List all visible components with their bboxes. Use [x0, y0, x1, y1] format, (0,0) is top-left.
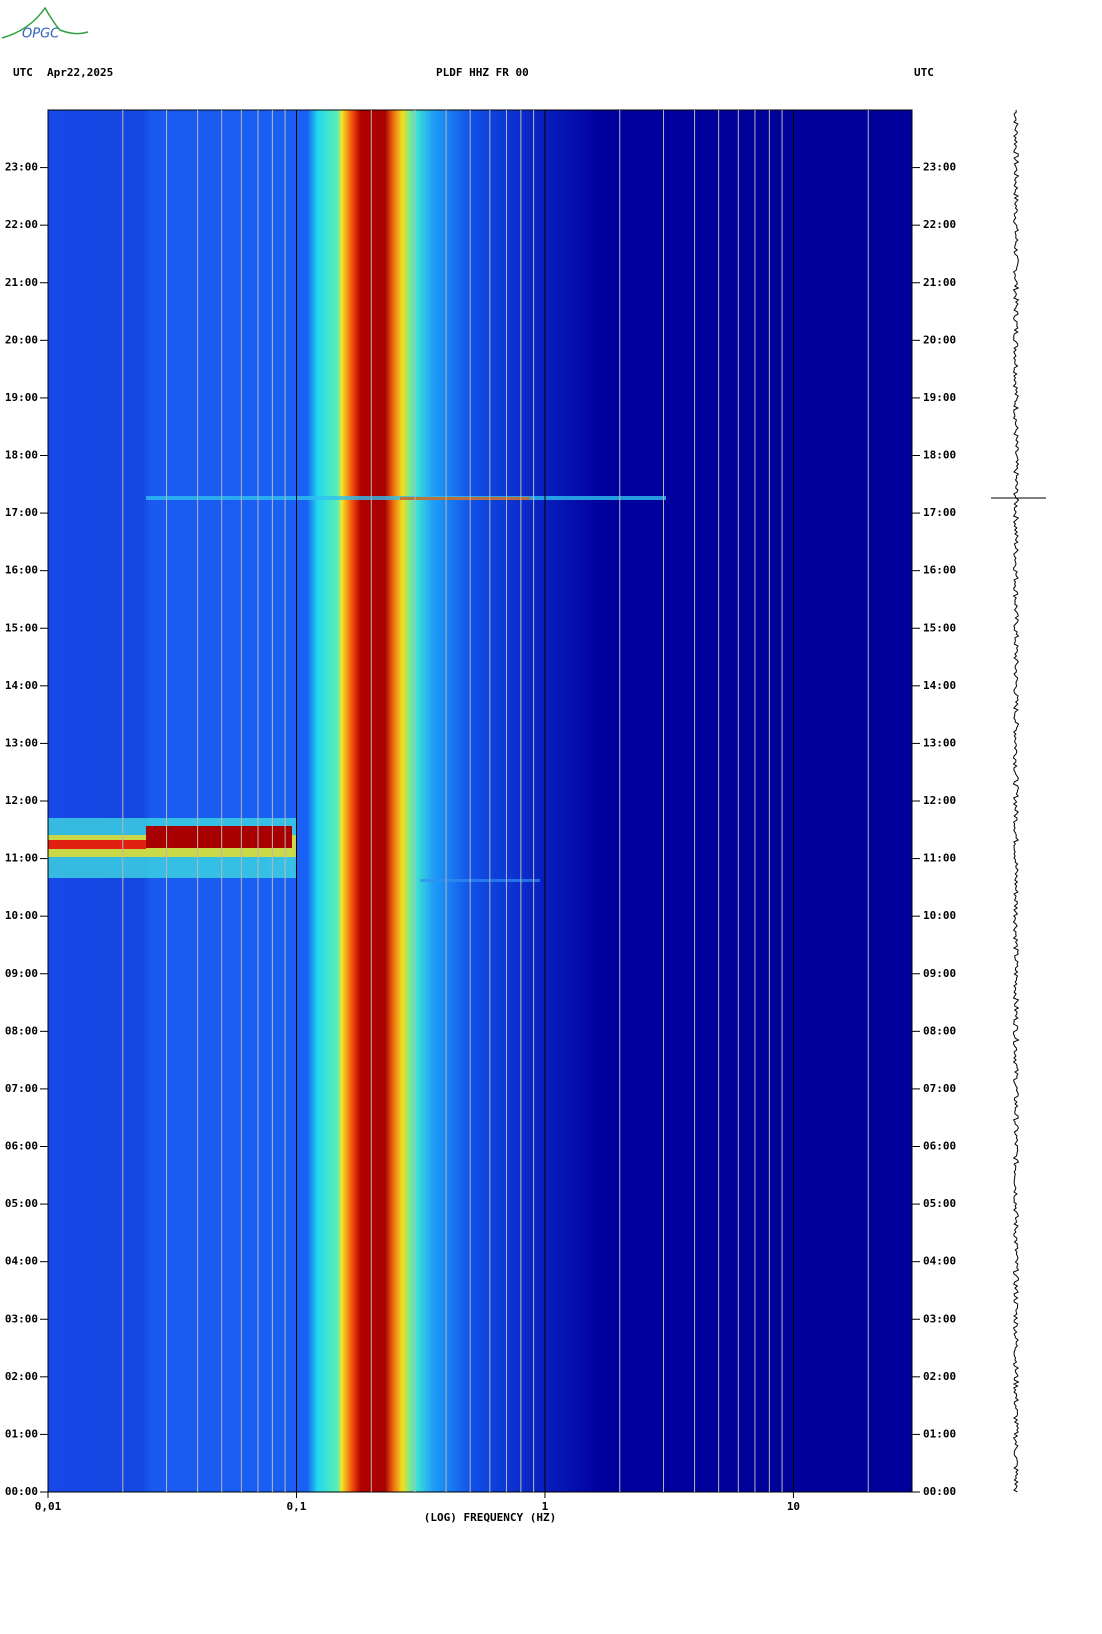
y-tick-label: 23:00 — [923, 161, 956, 174]
x-tick-label: 0,01 — [35, 1500, 62, 1513]
left-timezone: UTC — [13, 66, 33, 79]
y-tick-label: 22:00 — [5, 218, 38, 231]
y-tick-label: 16:00 — [923, 564, 956, 577]
y-tick-label: 11:00 — [5, 852, 38, 865]
y-tick-label: 14:00 — [5, 679, 38, 692]
y-tick-label: 21:00 — [923, 276, 956, 289]
y-tick-label: 04:00 — [923, 1255, 956, 1268]
x-tick-label: 10 — [787, 1500, 800, 1513]
y-tick-label: 18:00 — [923, 449, 956, 462]
y-tick-label: 12:00 — [923, 794, 956, 807]
y-tick-label: 06:00 — [5, 1140, 38, 1153]
y-tick-label: 03:00 — [923, 1312, 956, 1325]
y-tick-label: 08:00 — [923, 1024, 956, 1037]
y-tick-label: 18:00 — [5, 449, 38, 462]
date: Apr22,2025 — [47, 66, 113, 79]
y-tick-label: 05:00 — [923, 1197, 956, 1210]
y-tick-label: 17:00 — [923, 506, 956, 519]
y-tick-label: 19:00 — [923, 391, 956, 404]
y-tick-label: 01:00 — [923, 1427, 956, 1440]
spectrogram-field — [48, 110, 912, 1492]
y-tick-label: 02:00 — [5, 1370, 38, 1383]
y-tick-label: 05:00 — [5, 1197, 38, 1210]
y-tick-label: 08:00 — [5, 1024, 38, 1037]
event-band — [48, 840, 146, 849]
x-tick-label: 1 — [542, 1500, 549, 1513]
y-tick-label: 15:00 — [5, 621, 38, 634]
event-streak — [400, 497, 530, 500]
y-tick-label: 02:00 — [923, 1370, 956, 1383]
y-tick-label: 09:00 — [5, 967, 38, 980]
seismogram-trace — [1012, 109, 1020, 1493]
y-tick-label: 07:00 — [923, 1082, 956, 1095]
y-tick-label: 22:00 — [923, 218, 956, 231]
y-tick-label: 06:00 — [923, 1140, 956, 1153]
y-tick-label: 10:00 — [5, 909, 38, 922]
y-tick-label: 14:00 — [923, 679, 956, 692]
y-tick-label: 09:00 — [923, 967, 956, 980]
y-tick-label: 00:00 — [5, 1485, 38, 1498]
y-tick-label: 03:00 — [5, 1312, 38, 1325]
x-axis-label: (LOG) FREQUENCY (HZ) — [424, 1511, 556, 1524]
y-tick-label: 23:00 — [5, 161, 38, 174]
event-band — [146, 826, 292, 848]
y-tick-label: 11:00 — [923, 852, 956, 865]
y-tick-label: 16:00 — [5, 564, 38, 577]
right-timezone: UTC — [914, 66, 934, 79]
y-tick-label: 17:00 — [5, 506, 38, 519]
y-tick-label: 00:00 — [923, 1485, 956, 1498]
chart-title: PLDF HHZ FR 00 — [436, 66, 529, 79]
y-tick-label: 13:00 — [5, 736, 38, 749]
y-tick-label: 13:00 — [923, 736, 956, 749]
event-streak — [420, 879, 540, 882]
y-tick-label: 19:00 — [5, 391, 38, 404]
y-tick-label: 07:00 — [5, 1082, 38, 1095]
y-tick-label: 21:00 — [5, 276, 38, 289]
y-tick-label: 01:00 — [5, 1427, 38, 1440]
y-tick-label: 15:00 — [923, 621, 956, 634]
y-tick-label: 20:00 — [5, 333, 38, 346]
logo: OPGC — [22, 27, 60, 42]
y-tick-label: 20:00 — [923, 333, 956, 346]
logo-swoosh — [1, 6, 89, 39]
y-tick-label: 10:00 — [923, 909, 956, 922]
y-tick-label: 12:00 — [5, 794, 38, 807]
x-tick-label: 0,1 — [287, 1500, 307, 1513]
y-tick-label: 04:00 — [5, 1255, 38, 1268]
